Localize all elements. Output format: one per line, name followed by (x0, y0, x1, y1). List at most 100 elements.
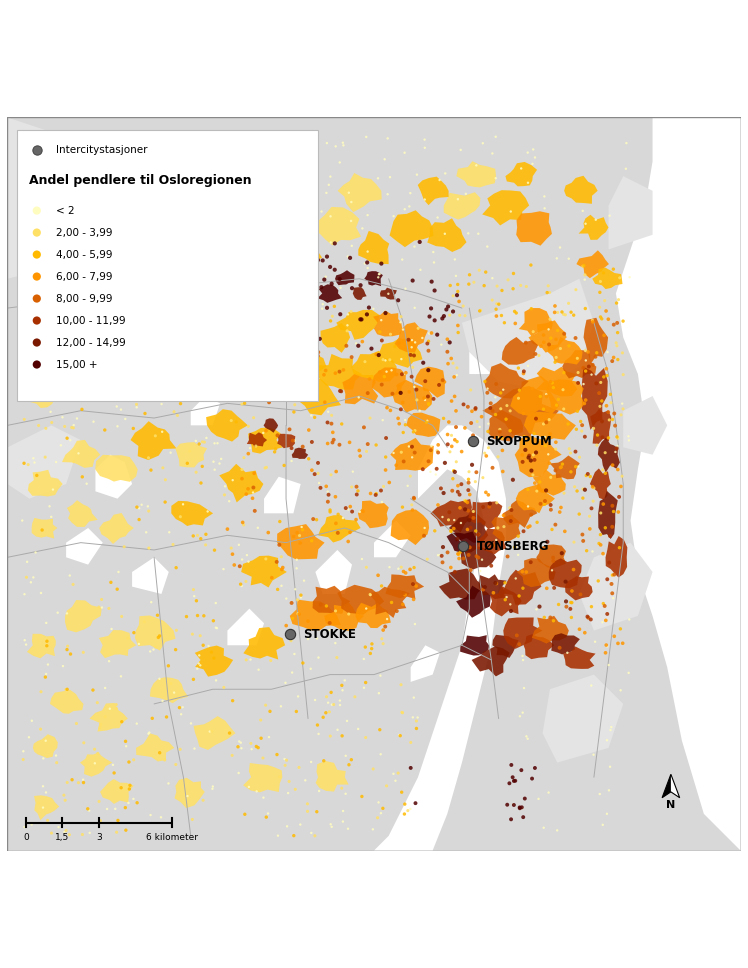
Point (490, 129, 502, 144)
Point (396, 705, 408, 720)
Point (598, 265, 610, 281)
Point (163, 361, 175, 377)
Point (571, 483, 583, 499)
Point (293, 606, 305, 621)
Polygon shape (564, 176, 598, 204)
Point (458, 397, 470, 412)
Point (571, 404, 583, 419)
Point (242, 446, 254, 462)
Point (379, 463, 391, 478)
Point (234, 352, 246, 368)
Point (329, 235, 341, 251)
Polygon shape (90, 703, 128, 732)
Point (617, 367, 629, 382)
Polygon shape (417, 176, 449, 205)
Point (616, 346, 628, 361)
Point (411, 721, 423, 737)
Point (395, 560, 407, 575)
Point (408, 445, 420, 461)
Point (107, 757, 119, 772)
Point (486, 146, 498, 162)
Point (479, 579, 491, 594)
Point (594, 786, 606, 802)
Point (530, 602, 542, 618)
Point (165, 676, 177, 691)
Point (600, 637, 612, 652)
Point (444, 504, 456, 520)
Point (61, 639, 73, 654)
Text: 15,00 +: 15,00 + (56, 359, 97, 370)
Point (237, 172, 249, 188)
Point (25, 575, 37, 590)
Polygon shape (96, 202, 137, 234)
Point (312, 253, 324, 268)
Point (609, 418, 621, 434)
Point (131, 795, 143, 810)
Point (597, 546, 609, 561)
Point (64, 827, 76, 842)
Point (33, 418, 45, 434)
Point (52, 605, 64, 620)
Point (505, 811, 517, 827)
Point (51, 755, 63, 771)
Point (320, 705, 332, 720)
Point (22, 281, 34, 296)
Point (251, 328, 263, 344)
Point (424, 464, 436, 479)
Point (381, 364, 393, 379)
Point (515, 161, 527, 176)
Point (623, 433, 635, 448)
Point (497, 464, 509, 479)
Point (168, 684, 180, 700)
Point (358, 680, 370, 695)
Point (443, 414, 455, 430)
Point (460, 186, 472, 201)
Point (180, 609, 192, 624)
Point (188, 741, 200, 756)
Point (225, 412, 237, 428)
Point (359, 639, 371, 654)
Point (446, 439, 458, 454)
Point (241, 366, 253, 381)
Point (325, 416, 337, 432)
Point (518, 364, 530, 379)
Point (247, 307, 259, 322)
Polygon shape (337, 310, 379, 340)
Polygon shape (491, 515, 521, 541)
Point (392, 766, 404, 781)
Point (588, 747, 600, 763)
Point (43, 305, 55, 320)
Point (209, 133, 221, 148)
Point (174, 509, 186, 525)
Point (616, 396, 628, 411)
Point (560, 307, 571, 322)
Point (518, 429, 530, 444)
Point (68, 454, 80, 469)
Point (356, 334, 368, 349)
Point (120, 144, 132, 160)
Point (614, 270, 626, 286)
Point (555, 499, 567, 515)
Point (336, 678, 348, 693)
Point (277, 368, 289, 383)
Point (422, 389, 434, 405)
Polygon shape (27, 634, 56, 658)
Point (472, 527, 484, 542)
Point (131, 716, 143, 732)
Point (292, 606, 304, 621)
Point (77, 645, 89, 660)
Point (254, 337, 266, 352)
Point (337, 803, 349, 819)
Point (399, 145, 411, 161)
Point (115, 402, 127, 417)
Point (18, 384, 30, 400)
Point (490, 532, 502, 548)
Point (90, 371, 102, 386)
Point (569, 330, 581, 346)
Point (407, 359, 419, 375)
Point (399, 565, 411, 581)
Point (398, 586, 410, 601)
Point (127, 346, 139, 361)
Point (339, 673, 351, 688)
Point (411, 713, 423, 729)
